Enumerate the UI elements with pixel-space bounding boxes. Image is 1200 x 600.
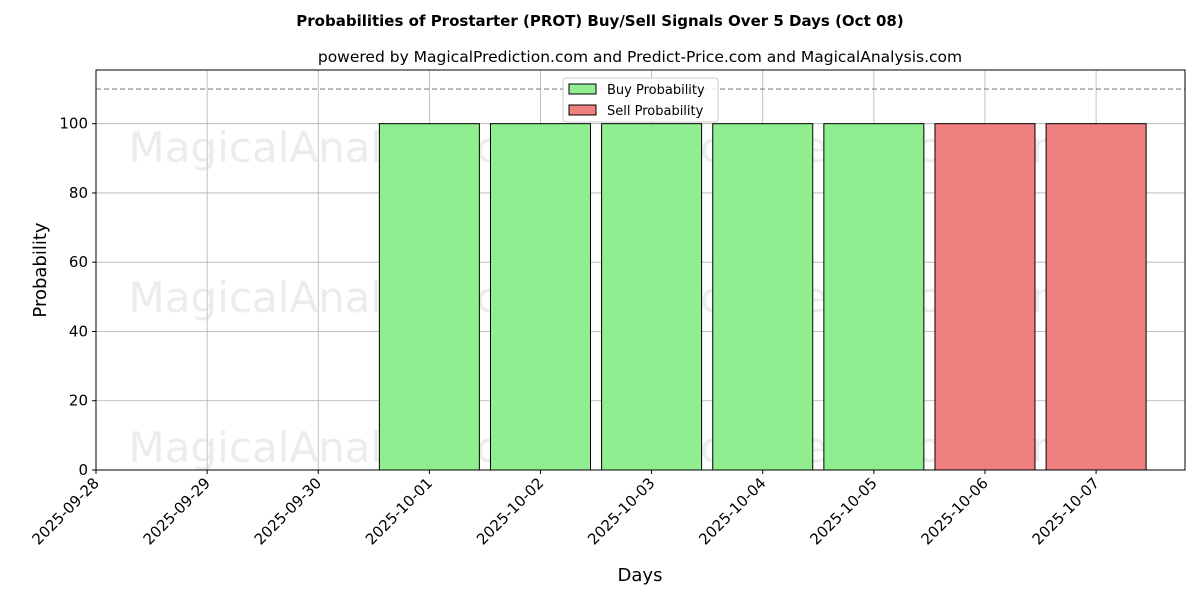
chart-subtitle: powered by MagicalPrediction.com and Pre… [318,48,962,66]
y-tick-label: 80 [69,184,88,202]
bars [378,123,1147,471]
bar-buy-probability [489,123,591,471]
y-tick-label: 40 [69,322,88,340]
y-tick-label: 20 [69,392,88,410]
legend-box [562,77,719,123]
x-tick-label: 2025-10-03 [584,474,658,548]
x-tick-label: 2025-10-05 [806,474,880,548]
legend-sell-label: Sell Probability [607,104,704,119]
legend-buy-swatch [568,83,597,95]
bar-buy-probability [823,123,925,471]
legend: Buy Probability Sell Probability [562,77,719,123]
x-tick-label: 2025-10-01 [362,474,436,548]
x-tick-label: 2025-10-04 [695,474,769,548]
x-tick-label: 2025-09-30 [251,474,325,548]
legend-sell-swatch [568,104,597,116]
bar-buy-probability [712,123,814,471]
x-tick-label: 2025-10-07 [1029,474,1103,548]
x-axis-label: Days [618,565,663,586]
plot-frame [95,69,1186,471]
y-tick-label: 0 [78,461,88,479]
y-tick-label: 60 [69,253,88,271]
x-tick-label: 2025-09-29 [140,474,214,548]
bar-sell-probability [934,123,1036,471]
chart-title: Probabilities of Prostarter (PROT) Buy/S… [296,12,903,30]
x-tick-label: 2025-09-28 [28,474,102,548]
bar-buy-probability [601,123,703,471]
x-tick-label: 2025-10-02 [473,474,547,548]
y-axis-label: Probability [30,222,51,317]
bar-buy-probability [378,123,480,471]
watermarks: MagicalAnalysis.comMagicalPrediction.com… [129,123,1073,472]
bar-sell-probability [1045,123,1147,471]
legend-buy-label: Buy Probability [607,83,705,98]
y-tick-label: 100 [59,115,88,133]
x-tick-label: 2025-10-06 [917,474,991,548]
